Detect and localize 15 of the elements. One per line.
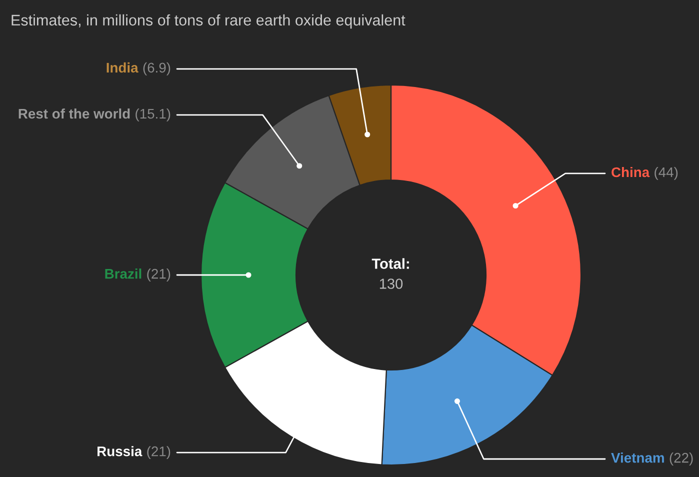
text: Total:: [372, 258, 409, 269]
data-label: (21): [147, 268, 170, 282]
slice-label: Vietnam: [611, 452, 664, 463]
data-label: (6.9): [143, 62, 170, 76]
data-label: (22): [670, 452, 693, 466]
data-label: (21): [147, 446, 170, 460]
text: 130: [380, 278, 403, 289]
slice-label: Russia: [98, 446, 142, 456]
slice-label: China: [612, 166, 650, 178]
slice-label: India: [106, 62, 138, 73]
chart-title: Estimates, in millions of tons of rare earth oxide equivalent: [12, 14, 406, 29]
slice-label: Brazil: [105, 268, 142, 279]
slice-label: Rest of the world: [18, 108, 130, 119]
data-label: (15.1): [136, 108, 170, 122]
data-label: (44): [654, 166, 678, 180]
